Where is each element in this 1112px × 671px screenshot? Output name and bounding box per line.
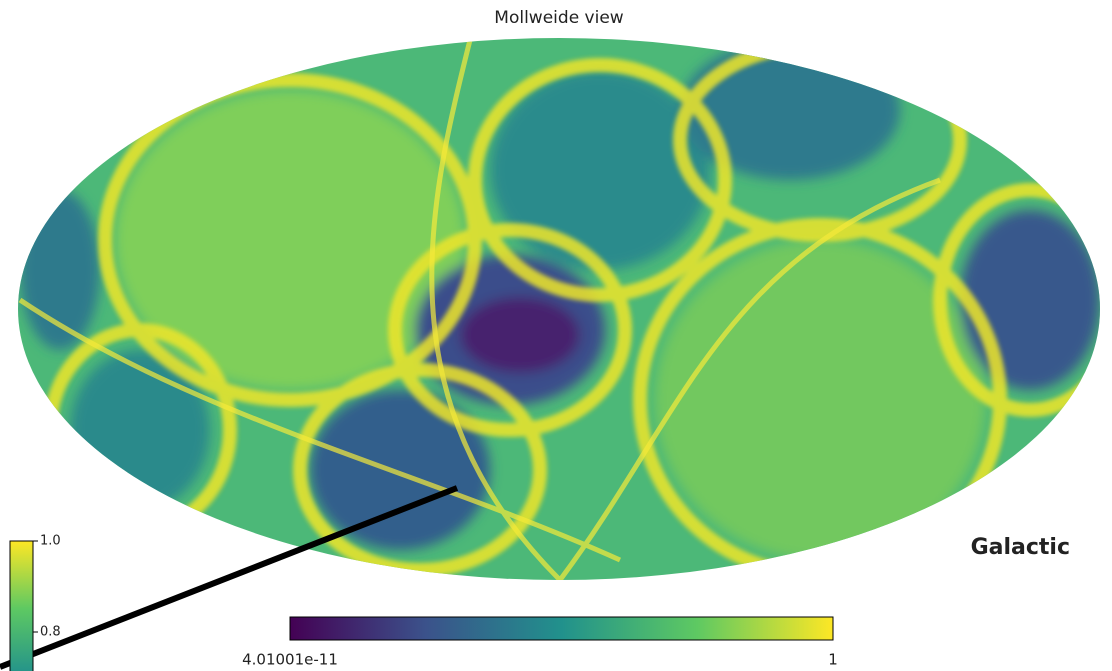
left-colorbar bbox=[10, 541, 33, 671]
page: Mollweide view bbox=[0, 0, 1112, 671]
coord-label: Galactic bbox=[971, 535, 1070, 560]
colorbar-min-label: 4.01001e-11 bbox=[242, 651, 338, 669]
colorbar bbox=[290, 617, 833, 640]
left-colorbar-tick-label: 1.0 bbox=[40, 534, 61, 549]
map-title: Mollweide view bbox=[494, 8, 623, 28]
colorbar-max-label: 1 bbox=[828, 651, 838, 669]
left-colorbar-tick-label: 0.8 bbox=[40, 625, 61, 640]
mollweide-figure: Mollweide view bbox=[0, 0, 1112, 671]
sky-map bbox=[0, 30, 1112, 590]
